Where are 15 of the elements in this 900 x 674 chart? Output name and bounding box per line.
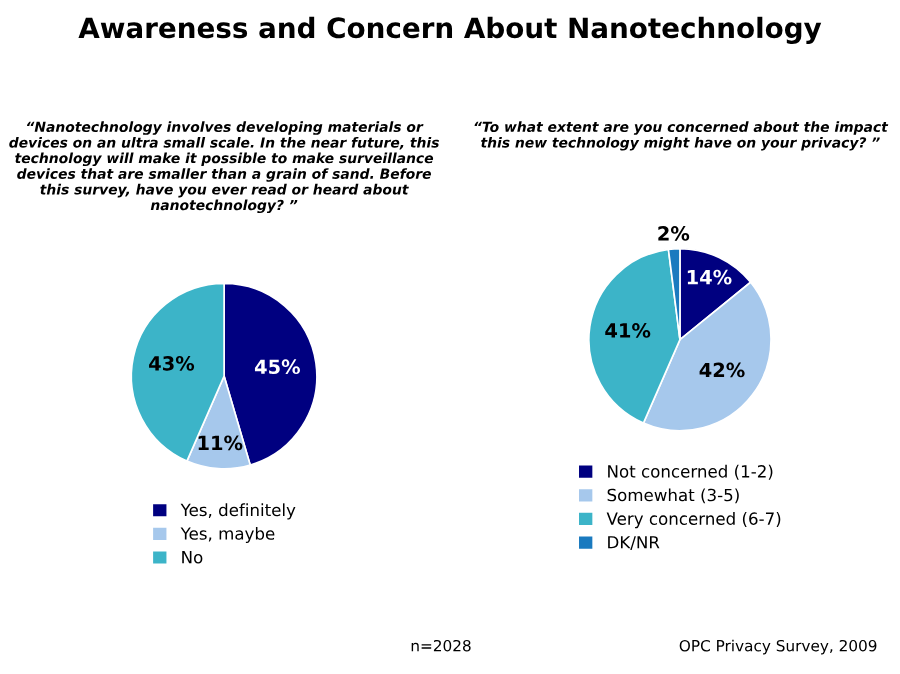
data-label: 41% <box>605 323 651 338</box>
data-label: 2% <box>658 226 690 241</box>
legend-label: Yes, maybe <box>180 526 275 544</box>
text: Awareness and Concern About Nanotechnology <box>78 16 822 44</box>
legend-label: DK/NR <box>608 536 660 550</box>
legend-label: Somewhat (3-5) <box>607 488 739 504</box>
data-label: 42% <box>699 362 745 378</box>
data-label: 11% <box>198 435 243 451</box>
data-label: 45% <box>254 359 300 375</box>
data-label: 43% <box>149 356 195 371</box>
legend-label: Not concerned (1-2) <box>608 464 773 480</box>
legend-label: No <box>182 551 203 564</box>
data-label: 14% <box>687 269 732 285</box>
legend-label: Yes, definitely <box>180 503 296 520</box>
legend-label: Very concerned (6-7) <box>606 512 781 529</box>
